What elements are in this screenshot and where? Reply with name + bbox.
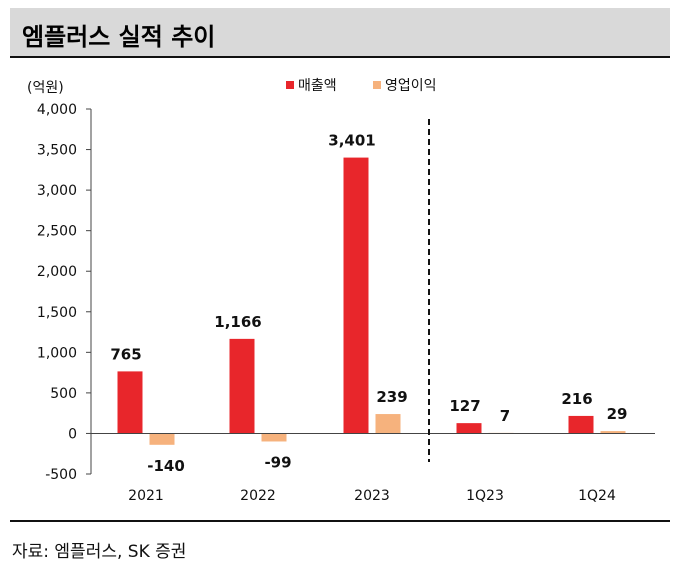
bar-operating-profit-1Q24 — [600, 431, 626, 434]
y-tick-label: 2,500 — [37, 224, 77, 240]
x-tick-label: 2023 — [354, 488, 390, 504]
bar-operating-profit-2022 — [261, 433, 287, 442]
chart-title: 엠플러스 실적 추이 — [22, 23, 216, 51]
bar-revenue-2021 — [117, 371, 143, 434]
title-bar: 엠플러스 실적 추이 — [10, 8, 670, 58]
data-label: 216 — [561, 390, 592, 408]
x-tick-label: 2021 — [128, 488, 164, 504]
bar-operating-profit-2021 — [149, 433, 175, 445]
bar-chart: (억원) -500 0 500 1,000 1,500 2,000 2,500 3,000 3,5… — [27, 78, 655, 504]
y-tick-label: 3,500 — [37, 143, 77, 159]
y-tick-label: 3,000 — [37, 183, 77, 199]
data-label: 127 — [449, 397, 480, 415]
y-tick-label: 1,000 — [37, 345, 77, 361]
data-label: 7 — [500, 407, 510, 425]
data-label: 29 — [607, 405, 628, 423]
y-tick-label: -500 — [45, 467, 77, 483]
source-note: 자료: 엠플러스, SK 증권 — [12, 542, 187, 562]
data-label: -140 — [147, 457, 185, 475]
data-label: 3,401 — [328, 132, 375, 150]
bottom-divider — [10, 520, 670, 522]
bar-operating-profit-2023 — [375, 414, 401, 434]
x-tick-label: 2022 — [240, 488, 276, 504]
bar-revenue-2022 — [229, 338, 255, 434]
x-tick-label: 1Q24 — [578, 488, 616, 504]
bar-revenue-1Q23 — [456, 423, 482, 434]
data-label: 239 — [376, 388, 407, 406]
legend-label-revenue: 매출액 — [298, 78, 337, 94]
data-label: -99 — [264, 453, 291, 471]
legend-swatch-revenue — [286, 81, 294, 89]
data-label: 765 — [110, 345, 141, 363]
y-tick-label: 500 — [50, 386, 77, 402]
unit-label: (억원) — [27, 80, 64, 96]
y-tick-label: 1,500 — [37, 305, 77, 321]
data-label: 1,166 — [214, 313, 261, 331]
y-tick-label: 0 — [68, 426, 77, 442]
x-tick-label: 1Q23 — [466, 488, 504, 504]
legend-swatch-operating-profit — [373, 81, 381, 89]
legend-label-operating-profit: 영업이익 — [385, 78, 437, 94]
bar-revenue-2023 — [343, 157, 369, 434]
y-tick-label: 4,000 — [37, 102, 77, 118]
y-tick-label: 2,000 — [37, 264, 77, 280]
bar-revenue-1Q24 — [568, 415, 594, 434]
